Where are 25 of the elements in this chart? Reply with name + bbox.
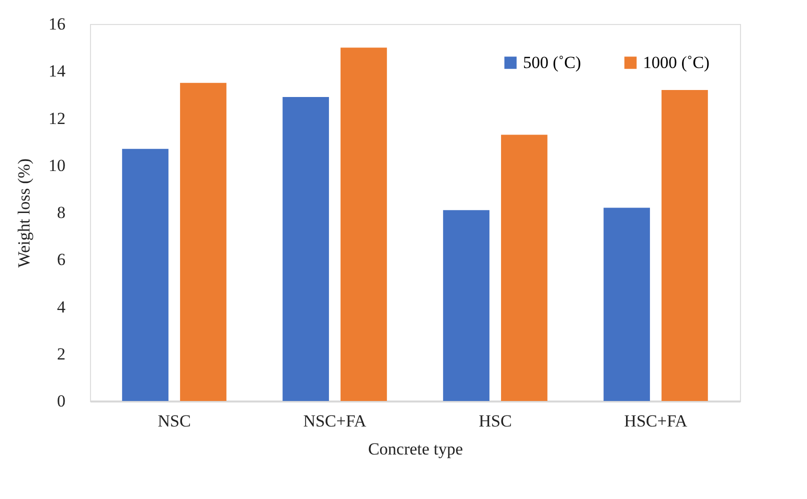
legend-label: 500 (˚C) xyxy=(523,52,582,72)
y-tick-label: 2 xyxy=(57,344,66,364)
y-tick-label: 14 xyxy=(48,62,66,81)
y-tick-label: 0 xyxy=(57,392,66,410)
bar xyxy=(604,208,650,401)
legend-label: 1000 (˚C) xyxy=(643,52,710,72)
x-tick-label: NSC xyxy=(158,412,191,430)
bar xyxy=(122,148,168,401)
y-tick-label: 4 xyxy=(57,297,66,316)
x-tick-label: NSC+FA xyxy=(303,412,368,430)
bar xyxy=(662,90,708,401)
y-tick-label: 16 xyxy=(48,14,66,34)
bar xyxy=(340,48,387,401)
x-tick-label: HSC+FA xyxy=(624,412,688,430)
bar xyxy=(443,210,490,401)
x-tick-label: HSC xyxy=(478,412,512,430)
y-tick-label: 8 xyxy=(57,203,66,222)
bar xyxy=(180,82,226,401)
y-tick-label: 12 xyxy=(48,108,66,128)
y-axis-title: Weight loss (%) xyxy=(14,158,34,268)
x-axis-title: Concrete type xyxy=(368,440,463,458)
y-tick-label: 6 xyxy=(57,250,66,270)
bar xyxy=(282,97,329,401)
y-tick-label: 10 xyxy=(48,156,66,175)
bar xyxy=(501,134,548,401)
